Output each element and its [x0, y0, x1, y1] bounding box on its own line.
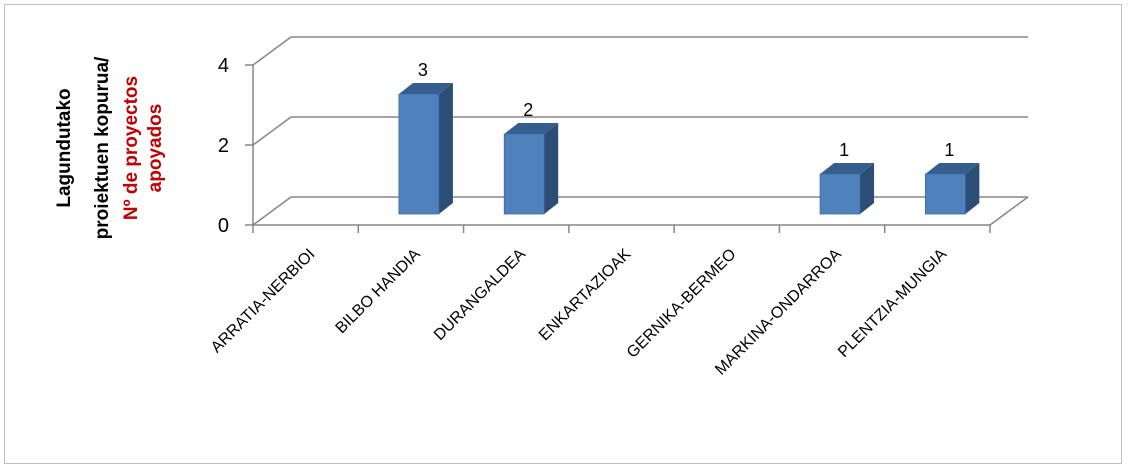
- y-tick-label: 0: [218, 215, 229, 237]
- bar-side: [438, 83, 453, 214]
- y-tick-label: 4: [218, 55, 229, 77]
- gridline-side: [252, 196, 292, 226]
- bar: [924, 173, 966, 215]
- x-category-label: ENKARTAZIOAK: [536, 246, 635, 345]
- y-axis-label-line-1: Lagundutako: [54, 88, 75, 207]
- data-label: 3: [418, 60, 428, 80]
- bar-side: [965, 163, 980, 214]
- x-category-label: DURANGALDEA: [431, 246, 529, 344]
- x-category-label: ARRATIA-NERBIOI: [208, 246, 319, 357]
- bar: [503, 133, 545, 215]
- y-axis-label-line-3: Nº de proyectos: [121, 76, 142, 220]
- bar-top: [504, 123, 559, 134]
- labels-layer: 0 2 4 ARRATIA-NERBIOI 3 BILBO HANDIA 2 DURANGAL…: [208, 55, 954, 379]
- data-label: 1: [839, 140, 849, 160]
- y-axis-label-line-2: proiektuen kopurua/: [92, 56, 113, 239]
- bar: [398, 93, 440, 215]
- bar-top: [398, 83, 453, 94]
- chart-frame: [4, 4, 1122, 464]
- bar: [819, 173, 861, 215]
- grid-layer: [252, 36, 1029, 226]
- floor-edge-right: [989, 196, 1029, 226]
- bar-top: [925, 163, 980, 174]
- x-category-label: MARKINA-ONDARROA: [712, 246, 845, 379]
- y-axis-label-line-4: apoyados: [145, 104, 166, 193]
- gridline-side: [252, 116, 292, 146]
- bar-side: [544, 123, 559, 214]
- bar-side: [860, 163, 875, 214]
- x-category-label: BILBO HANDIA: [333, 246, 424, 337]
- data-label: 2: [523, 100, 533, 120]
- bars-layer: [398, 83, 980, 215]
- gridline-side: [252, 36, 292, 66]
- bar-top: [820, 163, 875, 174]
- data-label: 1: [944, 140, 954, 160]
- axes-layer: [245, 64, 991, 233]
- x-category-label: PLENTZIA-MUNGIA: [835, 246, 950, 361]
- x-category-label: GERNIKA-BERMEO: [624, 246, 740, 362]
- y-tick-label: 2: [218, 135, 229, 157]
